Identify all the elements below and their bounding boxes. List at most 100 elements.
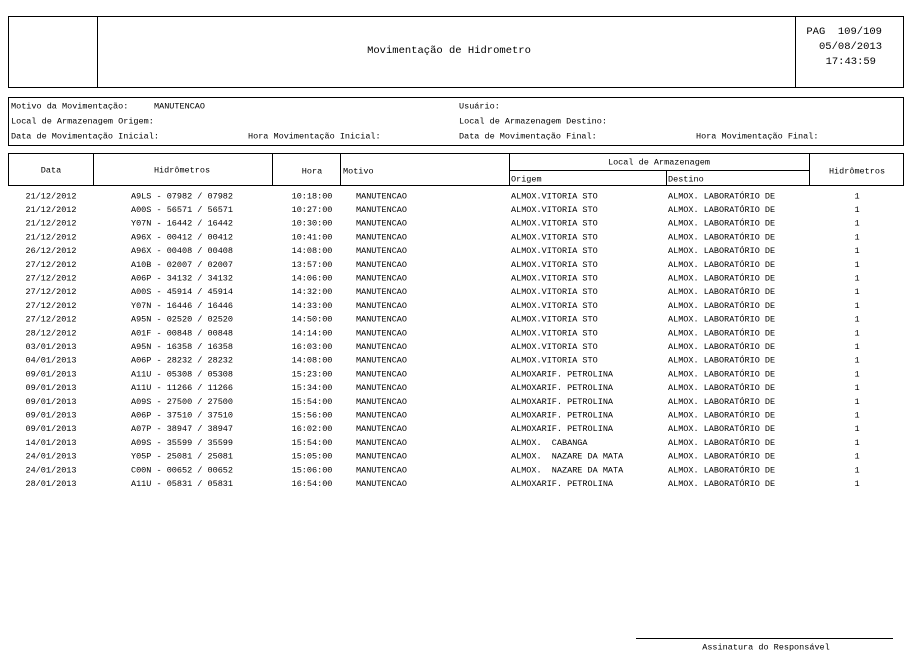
cell-origin: ALMOXARIF. PETROLINA	[511, 397, 614, 407]
cell-time: 14:32:00	[292, 287, 333, 297]
cell-reason: MANUTENCAO	[356, 191, 407, 201]
cell-date: 09/01/2013	[25, 410, 76, 420]
cell-meter: A96X - 00412 / 00412	[131, 232, 233, 242]
cell-date: 09/01/2013	[25, 424, 76, 434]
cell-time: 15:56:00	[292, 410, 333, 420]
signature-label: Assinatura do Responsável	[702, 642, 830, 652]
cell-meter: C00N - 00652 / 00652	[131, 465, 233, 475]
cell-meter: A01F - 00848 / 00848	[131, 328, 233, 338]
cell-meter: A06P - 37510 / 37510	[131, 410, 233, 420]
cell-time: 16:03:00	[292, 342, 333, 352]
cell-quantity: 1	[854, 287, 859, 297]
cell-time: 15:23:00	[292, 369, 333, 379]
cell-destination: ALMOX. LABORATÓRIO DE	[668, 231, 775, 242]
title: Movimentação de Hidrometro	[367, 45, 531, 57]
cell-destination: ALMOX. LABORATÓRIO DE	[668, 300, 775, 311]
cell-destination: ALMOX. LABORATÓRIO DE	[668, 314, 775, 325]
cell-reason: MANUTENCAO	[356, 479, 407, 489]
table-body: 21/12/2012 A9LS - 07982 / 07982 10:18:00 MA…	[25, 190, 859, 489]
column-header: Hidrômetros	[829, 166, 885, 176]
cell-time: 10:18:00	[292, 191, 333, 201]
cell-origin: ALMOXARIF. PETROLINA	[511, 383, 614, 393]
cell-reason: MANUTENCAO	[356, 356, 407, 366]
cell-origin: ALMOX.VITORIA STO	[511, 273, 598, 283]
cell-destination: ALMOX. LABORATÓRIO DE	[668, 272, 775, 283]
cell-destination: ALMOX. LABORATÓRIO DE	[668, 368, 775, 379]
filter-label: Usuário:	[459, 101, 500, 111]
cell-destination: ALMOX. LABORATÓRIO DE	[668, 327, 775, 338]
cell-origin: ALMOX.VITORIA STO	[511, 232, 598, 242]
cell-date: 27/12/2012	[25, 260, 76, 270]
filter-label: Hora Movimentação Final:	[696, 131, 818, 141]
cell-quantity: 1	[854, 205, 859, 215]
cell-meter: A11U - 11266 / 11266	[131, 383, 233, 393]
cell-origin: ALMOX.VITORIA STO	[511, 328, 598, 338]
cell-destination: ALMOX. LABORATÓRIO DE	[668, 341, 775, 352]
cell-date: 27/12/2012	[25, 301, 76, 311]
cell-quantity: 1	[854, 246, 859, 256]
cell-destination: ALMOX. LABORATÓRIO DE	[668, 204, 775, 215]
cell-reason: MANUTENCAO	[356, 301, 407, 311]
cell-reason: MANUTENCAO	[356, 369, 407, 379]
cell-origin: ALMOXARIF. PETROLINA	[511, 479, 614, 489]
cell-quantity: 1	[854, 191, 859, 201]
cell-time: 14:14:00	[292, 328, 333, 338]
cell-date: 26/12/2012	[25, 246, 76, 256]
cell-date: 27/12/2012	[25, 287, 76, 297]
cell-date: 04/01/2013	[25, 356, 76, 366]
cell-time: 10:41:00	[292, 232, 333, 242]
cell-origin: ALMOX.VITORIA STO	[511, 219, 598, 229]
cell-meter: A09S - 35599 / 35599	[131, 438, 233, 448]
page-number: PAG 109/109	[806, 26, 882, 38]
cell-quantity: 1	[854, 397, 859, 407]
cell-reason: MANUTENCAO	[356, 219, 407, 229]
cell-reason: MANUTENCAO	[356, 465, 407, 475]
cell-quantity: 1	[854, 356, 859, 366]
cell-time: 14:50:00	[292, 315, 333, 325]
cell-origin: ALMOX. CABANGA	[511, 438, 588, 448]
cell-origin: ALMOXARIF. PETROLINA	[511, 369, 614, 379]
cell-time: 15:05:00	[292, 452, 333, 462]
cell-meter: A00S - 45914 / 45914	[131, 287, 233, 297]
cell-quantity: 1	[854, 424, 859, 434]
cell-origin: ALMOX.VITORIA STO	[511, 315, 598, 325]
cell-time: 10:27:00	[292, 205, 333, 215]
cell-reason: MANUTENCAO	[356, 328, 407, 338]
cell-quantity: 1	[854, 232, 859, 242]
cell-destination: ALMOX. LABORATÓRIO DE	[668, 218, 775, 229]
cell-origin: ALMOX.VITORIA STO	[511, 287, 598, 297]
cell-quantity: 1	[854, 260, 859, 270]
cell-destination: ALMOX. LABORATÓRIO DE	[668, 478, 775, 489]
filter-label: Local de Armazenagem Destino:	[459, 116, 607, 126]
cell-reason: MANUTENCAO	[356, 438, 407, 448]
filter-label: Local de Armazenagem Origem:	[11, 116, 154, 126]
cell-origin: ALMOX.VITORIA STO	[511, 246, 598, 256]
cell-destination: ALMOX. LABORATÓRIO DE	[668, 245, 775, 256]
cell-time: 14:08:00	[292, 356, 333, 366]
cell-origin: ALMOX.VITORIA STO	[511, 356, 598, 366]
cell-destination: ALMOX. LABORATÓRIO DE	[668, 396, 775, 407]
cell-meter: Y07N - 16442 / 16442	[131, 219, 233, 229]
filter-label: Data de Movimentação Final:	[459, 131, 597, 141]
cell-origin: ALMOX.VITORIA STO	[511, 301, 598, 311]
cell-reason: MANUTENCAO	[356, 232, 407, 242]
cell-date: 09/01/2013	[25, 383, 76, 393]
cell-meter: A9LS - 07982 / 07982	[131, 191, 233, 201]
cell-meter: A06P - 28232 / 28232	[131, 356, 233, 366]
cell-date: 21/12/2012	[25, 232, 76, 242]
cell-quantity: 1	[854, 315, 859, 325]
cell-destination: ALMOX. LABORATÓRIO DE	[668, 382, 775, 393]
cell-quantity: 1	[854, 301, 859, 311]
cell-date: 28/12/2012	[25, 328, 76, 338]
cell-quantity: 1	[854, 342, 859, 352]
cell-origin: ALMOX. NAZARE DA MATA	[511, 465, 624, 475]
cell-time: 15:54:00	[292, 438, 333, 448]
cell-origin: ALMOX.VITORIA STO	[511, 191, 598, 201]
cell-meter: Y07N - 16446 / 16446	[131, 301, 233, 311]
cell-date: 21/12/2012	[25, 219, 76, 229]
cell-date: 03/01/2013	[25, 342, 76, 352]
cell-origin: ALMOXARIF. PETROLINA	[511, 424, 614, 434]
cell-meter: A95N - 02520 / 02520	[131, 315, 233, 325]
cell-reason: MANUTENCAO	[356, 260, 407, 270]
header-box	[8, 16, 904, 88]
